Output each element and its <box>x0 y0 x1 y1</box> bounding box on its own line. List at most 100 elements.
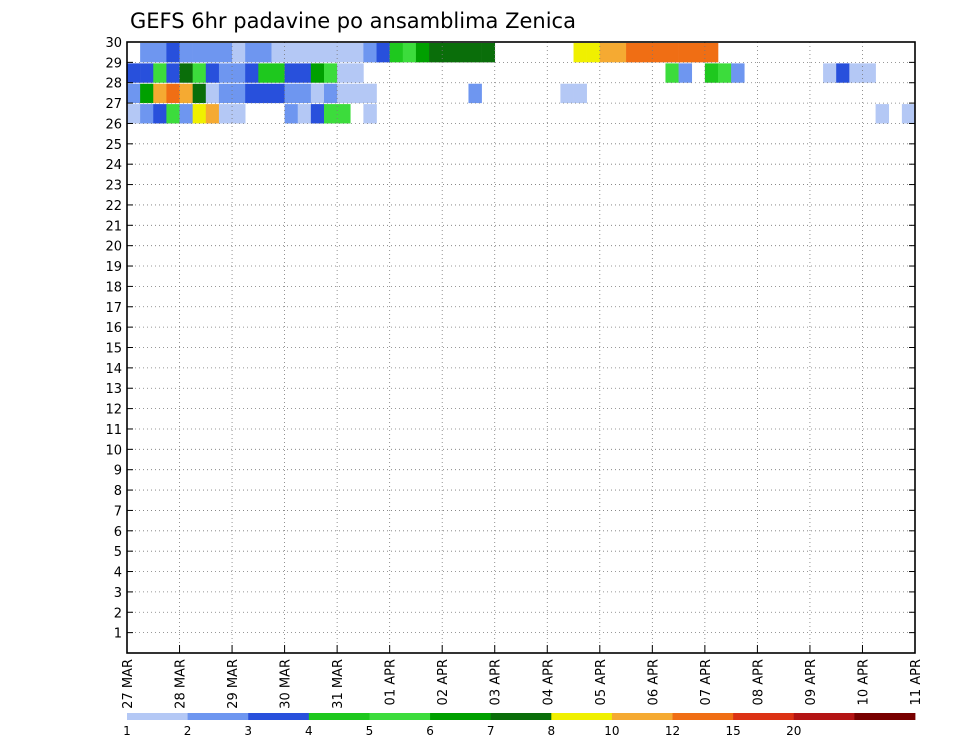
precip-cell <box>166 63 180 83</box>
precip-cell <box>205 104 220 124</box>
y-tick-label: 26 <box>105 117 122 132</box>
y-tick-label: 29 <box>105 56 122 71</box>
precip-cell <box>324 83 338 104</box>
precip-cell <box>192 104 207 124</box>
precip-cell <box>665 63 679 83</box>
precip-cell <box>836 63 850 83</box>
precip-cell <box>310 63 325 83</box>
precip-cell <box>284 83 299 104</box>
precip-cell <box>678 63 693 83</box>
colorbar-label: 20 <box>786 724 801 738</box>
chart-title: GEFS 6hr padavine po ansamblima Zenica <box>130 9 576 33</box>
precip-cell <box>389 43 404 63</box>
precip-cell <box>402 43 417 63</box>
precip-cell <box>363 104 377 124</box>
precip-cell <box>442 43 456 63</box>
precip-cell <box>678 43 693 63</box>
precip-cell <box>232 43 246 63</box>
y-tick-label: 17 <box>105 301 122 316</box>
x-tick-label: 08 APR <box>751 659 766 705</box>
precip-cell <box>862 63 876 83</box>
precip-cell <box>179 104 193 124</box>
y-tick-label: 19 <box>105 260 122 275</box>
y-tick-label: 23 <box>105 179 122 194</box>
precip-cell <box>166 83 180 104</box>
precip-cell <box>179 63 193 83</box>
precip-cell <box>166 104 180 124</box>
y-tick-label: 25 <box>105 138 122 153</box>
colorbar-label: 15 <box>726 724 741 738</box>
precip-cell <box>153 43 167 63</box>
colorbar-segment <box>127 713 189 720</box>
y-tick-label: 5 <box>114 545 122 560</box>
precip-cell <box>218 104 233 124</box>
precip-cell <box>429 43 443 63</box>
precip-cell <box>179 43 193 63</box>
y-tick-label: 30 <box>105 36 122 51</box>
y-tick-label: 27 <box>105 97 122 112</box>
y-tick-label: 20 <box>105 240 122 255</box>
colorbar-segment <box>551 713 613 720</box>
precip-cell <box>324 104 338 124</box>
colorbar-label: 3 <box>244 724 252 738</box>
precip-cell <box>337 104 351 124</box>
precip-cell <box>127 63 141 83</box>
colorbar-label: 1 <box>123 724 131 738</box>
colorbar-segment <box>611 713 673 720</box>
y-tick-label: 8 <box>114 484 122 499</box>
x-tick-label: 28 MAR <box>174 659 189 709</box>
x-tick-label: 27 MAR <box>121 659 136 709</box>
x-tick-label: 02 APR <box>436 659 451 705</box>
x-tick-label: 09 APR <box>804 659 819 705</box>
x-axis: 27 MAR 28 MAR 29 MAR 30 MAR 31 MAR 01 APR 02 A… <box>121 645 924 709</box>
precip-cell <box>127 83 141 104</box>
plot-frame <box>126 41 916 654</box>
colorbar-segment <box>490 713 552 720</box>
precip-cell <box>560 83 574 104</box>
x-tick-label: 07 APR <box>699 659 714 705</box>
precip-cell <box>455 43 469 63</box>
precip-cell <box>297 63 312 83</box>
y-tick-label: 1 <box>114 627 122 642</box>
precip-cell <box>192 83 207 104</box>
precip-cell <box>350 63 364 83</box>
precip-cell <box>652 43 666 63</box>
colorbar-segment <box>369 713 431 720</box>
precip-cell <box>153 104 167 124</box>
colorbar-segment <box>733 713 795 720</box>
precip-cell <box>205 63 220 83</box>
precip-cell <box>350 43 364 63</box>
precip-cell <box>337 83 351 104</box>
precip-cell <box>284 43 299 63</box>
colorbar: 1 2 3 4 5 6 7 8 10 12 15 20 <box>123 713 916 738</box>
colorbar-segment <box>854 713 916 720</box>
y-tick-label: 14 <box>105 362 122 377</box>
precip-cell <box>192 43 207 63</box>
colorbar-segment <box>672 713 734 720</box>
x-tick-label: 10 APR <box>857 659 872 705</box>
colorbar-segment <box>187 713 249 720</box>
precip-cell <box>284 63 299 83</box>
precip-cell <box>599 43 614 63</box>
grid-lines <box>127 42 915 653</box>
precip-cell <box>337 43 351 63</box>
precip-cell <box>127 104 141 124</box>
precip-cell <box>297 43 312 63</box>
colorbar-label: 5 <box>366 724 374 738</box>
heatmap-cells <box>127 43 916 124</box>
y-tick-label: 12 <box>105 403 122 418</box>
precip-cell <box>612 43 627 63</box>
precip-cell <box>258 83 272 104</box>
y-tick-label: 16 <box>105 321 122 336</box>
precip-cell <box>140 104 154 124</box>
precip-cell <box>363 83 377 104</box>
precip-cell <box>376 43 390 63</box>
precip-cell <box>626 43 640 63</box>
x-tick-label: 01 APR <box>384 659 399 705</box>
y-tick-label: 21 <box>105 219 122 234</box>
y-tick-label: 11 <box>105 423 122 438</box>
precip-cell <box>205 83 220 104</box>
precip-cell <box>192 63 207 83</box>
y-tick-label: 2 <box>114 606 122 621</box>
